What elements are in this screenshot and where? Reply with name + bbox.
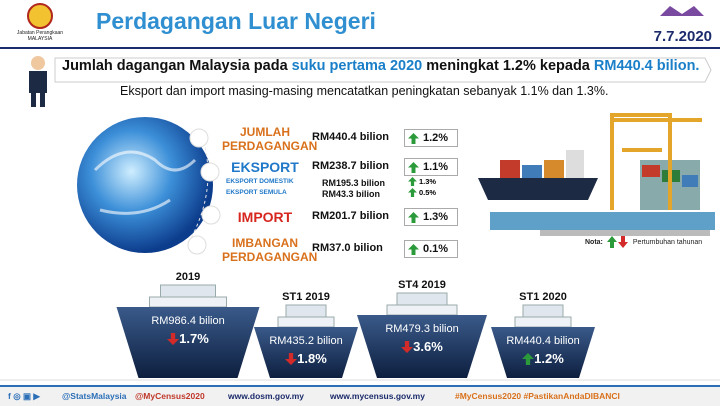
up-arrow (408, 132, 419, 144)
ship-shape (160, 284, 216, 298)
up-arrow (408, 188, 417, 197)
growth-box: 0.1% (404, 240, 458, 258)
row-value: RM440.4 bilion (312, 131, 390, 143)
growth: 1.2% (534, 351, 564, 366)
sub-value: RM195.3 bilion (322, 178, 386, 188)
up-arrow (408, 243, 419, 255)
headline-highlight: RM440.4 bilion. (593, 58, 700, 74)
growth-box: 1.3% (408, 177, 436, 186)
ship-growth: 1.7% (148, 331, 228, 346)
sub-value: RM43.3 bilion (322, 189, 381, 199)
headline-text: meningkat 1.2% kepada (422, 58, 594, 74)
down-arrow (285, 352, 298, 365)
growth: 1.3% (419, 177, 437, 186)
ship-growth: 3.6% (382, 339, 462, 354)
up-arrow (408, 177, 417, 186)
down-arrow (401, 340, 414, 353)
row-label: IMPORT (237, 209, 293, 225)
footer-item: www.dosm.gov.my (228, 391, 305, 401)
up-arrow (522, 352, 535, 365)
row-label: JUMLAH PERDAGANGAN (222, 125, 318, 153)
footer-item: www.mycensus.gov.my (330, 391, 425, 401)
subheadline: Eksport dan import masing-masing mencata… (120, 84, 609, 98)
ship-shape (357, 315, 487, 378)
footer: f ◎ ▣ ▶ @StatsMalaysia @MyCensus2020 www… (0, 385, 720, 406)
date: 7.7.2020 (653, 28, 712, 45)
ship-shape (277, 316, 335, 328)
row-value: RM201.7 bilion (312, 210, 390, 222)
ship-value: RM435.2 bilion (269, 335, 343, 347)
ship-period: ST4 2019 (398, 279, 446, 291)
ship-growth: 1.2% (503, 351, 583, 366)
ship-period: 2019 (175, 271, 201, 283)
growth: 1.1% (423, 161, 449, 173)
up-arrow (408, 161, 419, 173)
growth: 1.3% (423, 211, 449, 223)
page-title: Perdagangan Luar Negeri (96, 8, 376, 34)
ship-value: RM479.3 bilion (385, 323, 459, 335)
headline-highlight: suku pertama 2020 (291, 58, 423, 74)
sub-label: EKSPORT DOMESTIK (226, 178, 294, 185)
headline-text: Jumlah dagangan Malaysia pada (62, 58, 292, 74)
note-text: Pertumbuhan tahunan (632, 238, 703, 246)
ship-shape (285, 304, 327, 318)
note: Nota: Pertumbuhan tahunan (585, 236, 702, 248)
down-arrow (167, 332, 180, 345)
ship-shape (396, 292, 448, 306)
ship-shape (522, 304, 564, 318)
sub-label: EKSPORT SEMULA (226, 189, 287, 196)
ship-period: ST1 2020 (519, 291, 567, 303)
growth-box: 1.1% (404, 158, 458, 176)
growth: 3.6% (413, 339, 443, 354)
ship-shape (254, 327, 358, 378)
footer-item: @StatsMalaysia (62, 391, 127, 401)
org-name: Jabatan Perangkaan MALAYSIA (16, 30, 64, 42)
ship-period: ST1 2019 (282, 291, 330, 303)
ship-shape (491, 327, 595, 378)
growth-box: 1.3% (404, 208, 458, 226)
row-value: RM238.7 bilion (312, 160, 390, 172)
headline: Jumlah dagangan Malaysia pada suku perta… (62, 58, 699, 74)
ship-shape (149, 296, 227, 308)
growth: 1.7% (179, 331, 209, 346)
ship-shape (116, 307, 260, 378)
note-label: Nota: (585, 238, 603, 246)
footer-item: #MyCensus2020 #PastikanAndaDIBANCI (455, 391, 620, 401)
growth-box: 1.2% (404, 129, 458, 147)
up-arrow (408, 211, 419, 223)
growth: 1.2% (423, 132, 449, 144)
row-label: EKSPORT (231, 159, 299, 175)
growth-box: 0.5% (408, 188, 436, 197)
note-arrows (606, 236, 628, 248)
ship-shape (514, 316, 572, 328)
ship-value: RM986.4 bilion (151, 315, 225, 327)
row-value: RM37.0 bilion (312, 242, 383, 254)
ship-value: RM440.4 bilion (506, 335, 580, 347)
footer-item: @MyCensus2020 (135, 391, 205, 401)
ship-growth: 1.8% (266, 351, 346, 366)
ship-shape (386, 304, 458, 316)
growth: 0.5% (419, 188, 437, 197)
row-label: IMBANGAN PERDAGANGAN (222, 236, 318, 264)
growth: 1.8% (297, 351, 327, 366)
growth: 0.1% (423, 243, 449, 255)
